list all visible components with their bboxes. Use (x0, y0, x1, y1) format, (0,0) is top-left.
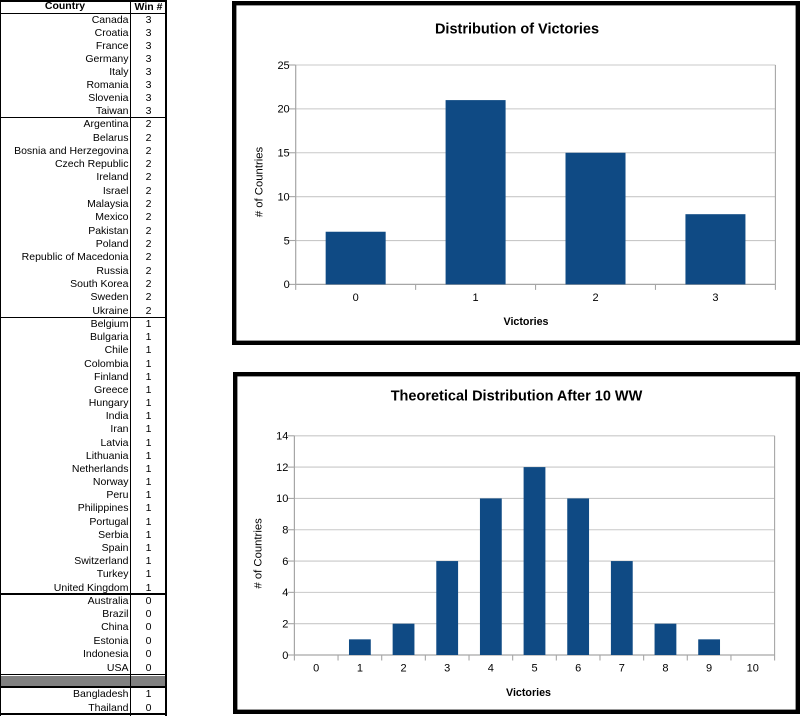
svg-text:1: 1 (357, 662, 363, 674)
svg-text:25: 25 (277, 60, 289, 72)
svg-text:15: 15 (277, 148, 289, 160)
svg-text:9: 9 (706, 662, 712, 674)
svg-text:# of Countries: # of Countries (253, 146, 265, 217)
svg-text:0: 0 (313, 662, 319, 674)
svg-text:10: 10 (277, 191, 289, 203)
svg-text:10: 10 (276, 493, 288, 505)
svg-text:8: 8 (662, 662, 668, 674)
svg-text:# of Countries: # of Countries (253, 518, 265, 589)
svg-text:14: 14 (276, 431, 288, 443)
svg-text:8: 8 (282, 525, 288, 537)
svg-text:2: 2 (282, 618, 288, 630)
svg-text:Victories: Victories (504, 316, 549, 328)
svg-text:Victories: Victories (506, 687, 551, 699)
svg-text:6: 6 (282, 556, 288, 568)
svg-text:10: 10 (747, 662, 759, 674)
svg-text:1: 1 (473, 292, 479, 304)
svg-text:5: 5 (531, 662, 537, 674)
svg-text:12: 12 (276, 462, 288, 474)
svg-text:20: 20 (277, 104, 289, 116)
svg-text:2: 2 (400, 662, 406, 674)
svg-text:3: 3 (444, 662, 450, 674)
svg-text:3: 3 (712, 292, 718, 304)
svg-text:4: 4 (282, 587, 288, 599)
svg-text:5: 5 (284, 235, 290, 247)
svg-text:0: 0 (353, 292, 359, 304)
svg-text:4: 4 (488, 662, 494, 674)
svg-text:Distribution of Victories: Distribution of Victories (435, 22, 599, 38)
svg-text:6: 6 (575, 662, 581, 674)
svg-text:7: 7 (619, 662, 625, 674)
svg-text:0: 0 (282, 650, 288, 662)
svg-text:2: 2 (592, 292, 598, 304)
svg-text:Theoretical Distribution After: Theoretical Distribution After 10 WW (391, 389, 643, 405)
svg-text:0: 0 (284, 279, 290, 291)
